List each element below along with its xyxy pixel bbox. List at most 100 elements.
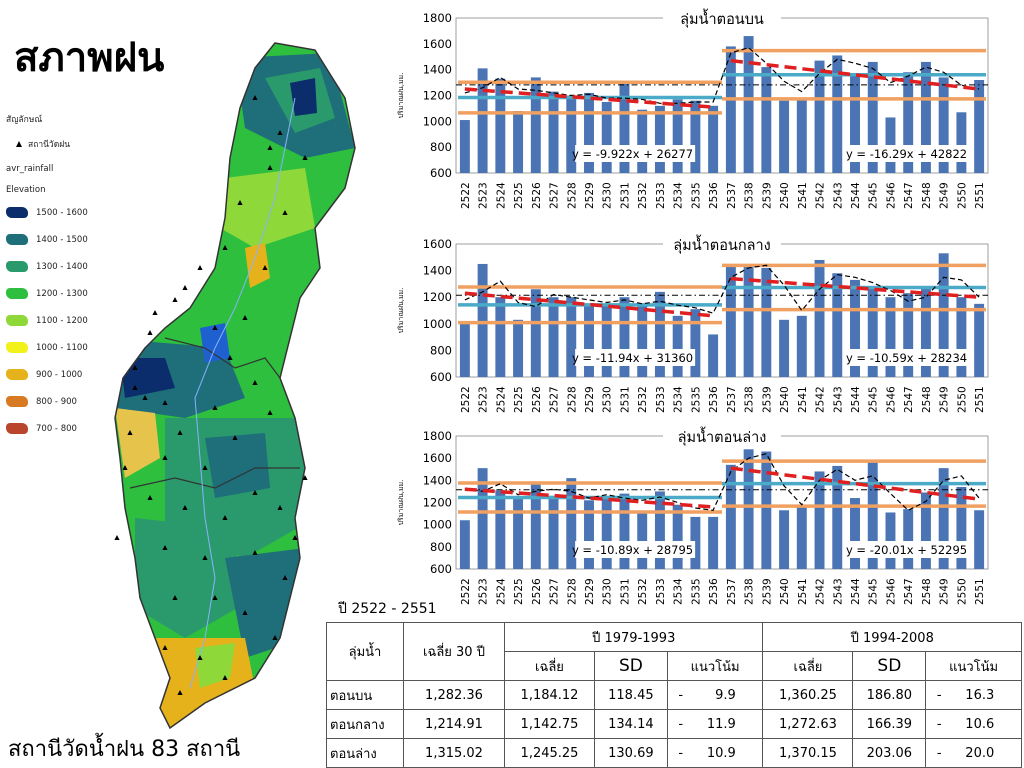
station-marker — [172, 297, 178, 302]
station-marker — [132, 365, 138, 370]
bar — [708, 516, 719, 569]
bar — [513, 319, 524, 377]
x-tick-label: 2533 — [655, 386, 667, 413]
cell-mean30: 1,214.91 — [403, 709, 505, 739]
chart-upper-basin: 600 800 1000 1200 1400 1600 1800 2522 2523 2524 25… — [390, 6, 990, 211]
legend-swatch — [6, 261, 28, 272]
x-tick-label: 2531 — [619, 578, 631, 605]
bar — [672, 99, 683, 173]
legend-swatch — [6, 288, 28, 299]
legend-station-row: สถานีวัดฝน — [6, 137, 126, 150]
station-marker — [222, 675, 228, 680]
x-tick-label: 2525 — [513, 182, 525, 209]
header-p2-sd: SD — [852, 651, 927, 681]
x-tick-label: 2531 — [619, 182, 631, 209]
bar — [584, 92, 594, 173]
x-tick-label: 2539 — [761, 578, 773, 605]
station-marker — [202, 555, 208, 560]
cell-p2-sd: 166.39 — [852, 709, 927, 739]
x-tick-label: 2551 — [974, 182, 986, 209]
bar — [619, 493, 630, 569]
bar — [867, 462, 878, 569]
x-tick-label: 2527 — [549, 386, 561, 413]
station-marker — [222, 245, 228, 250]
trend-line-period-1 — [464, 487, 714, 509]
x-tick-label: 2548 — [921, 182, 933, 209]
period-label: ปี 2522 - 2551 — [338, 601, 437, 617]
bar — [974, 303, 985, 377]
table-row: ตอนล่าง 1,315.02 1,245.25 130.69-10.9 1,370.… — [326, 738, 1022, 768]
bar — [566, 478, 577, 569]
trend-equation-period-1: y = -11.94x + 31360 — [572, 351, 693, 365]
bar — [885, 297, 896, 377]
x-tick-label: 2523 — [478, 182, 490, 209]
y-tick-label: 1600 — [423, 237, 452, 251]
bar — [459, 120, 470, 173]
trend-sign: - — [936, 745, 942, 761]
x-tick-label: 2540 — [779, 578, 791, 605]
x-tick-label: 2530 — [602, 386, 614, 413]
cell-basin: ตอนกลาง — [326, 709, 404, 739]
header-p1-mean: เฉลี่ย — [504, 651, 595, 681]
cell-p1-mean: 1,142.75 — [504, 709, 595, 739]
chart-title-bg — [663, 236, 781, 254]
header-period-1: ปี 1979-1993 — [503, 622, 764, 652]
map-legend: สัญลักษณ์ สถานีวัดฝน avr_rainfall Elevat… — [6, 112, 126, 449]
station-marker — [277, 505, 283, 510]
rainfall-statistics-table: ลุ่มน้ำ เฉลี่ย 30 ปี ปี 1979-1993 ปี 199… — [326, 622, 1022, 768]
bar — [779, 319, 790, 377]
trend-sign: - — [936, 687, 942, 703]
bar — [974, 80, 985, 173]
x-tick-label: 2545 — [868, 386, 880, 413]
bar — [885, 512, 896, 569]
legend-item: 800 - 900 — [6, 395, 126, 408]
station-marker — [292, 535, 298, 540]
x-tick-label: 2527 — [549, 182, 561, 209]
x-tick-label: 2528 — [566, 578, 578, 605]
x-tick-label: 2536 — [708, 182, 720, 209]
station-marker — [262, 265, 268, 270]
x-tick-label: 2548 — [921, 578, 933, 605]
station-marker — [162, 545, 168, 550]
x-tick-label: 2532 — [637, 578, 649, 605]
trend-equation-bg-2 — [849, 145, 972, 162]
table-body: ตอนบน 1,282.36 1,184.12 118.45-9.9 1,360.25 1… — [326, 680, 1022, 768]
x-tick-label: 2543 — [832, 578, 844, 605]
station-marker — [252, 550, 258, 555]
x-tick-label: 2538 — [744, 386, 756, 413]
bar — [566, 297, 577, 377]
trend-equation-bg-2 — [849, 541, 972, 558]
x-tick-label: 2539 — [761, 386, 773, 413]
bar — [956, 112, 967, 173]
x-tick-label: 2544 — [850, 386, 862, 413]
legend-item: 900 - 1000 — [6, 368, 126, 381]
station-marker — [227, 355, 233, 360]
x-tick-label: 2548 — [921, 386, 933, 413]
bar — [761, 267, 772, 377]
trend-value: 16.3 — [965, 687, 995, 703]
cell-p2-mean: 1,360.25 — [762, 680, 854, 710]
header-basin: ลุ่มน้ำ — [326, 622, 404, 681]
bar — [566, 95, 577, 173]
station-marker — [282, 210, 288, 215]
x-tick-label: 2533 — [655, 182, 667, 209]
station-marker — [212, 325, 218, 330]
cell-p1-mean: 1,245.25 — [504, 738, 595, 768]
main-river — [189, 97, 296, 689]
x-tick-label: 2541 — [797, 578, 809, 605]
y-axis-label: ปริมาณฝน,มม. — [397, 73, 405, 119]
trend-sign: - — [678, 716, 684, 732]
bar — [956, 486, 967, 569]
station-marker — [197, 265, 203, 270]
x-tick-label: 2526 — [531, 182, 543, 209]
bar — [867, 286, 878, 377]
station-marker — [252, 380, 258, 385]
bar — [459, 520, 470, 569]
y-tick-label: 1600 — [423, 37, 452, 51]
y-tick-label: 1000 — [423, 518, 452, 532]
legend-item-label: 800 - 900 — [36, 396, 77, 407]
bar — [495, 490, 506, 569]
bar — [832, 273, 843, 377]
x-tick-label: 2545 — [868, 182, 880, 209]
trend-line-period-2 — [730, 58, 980, 91]
